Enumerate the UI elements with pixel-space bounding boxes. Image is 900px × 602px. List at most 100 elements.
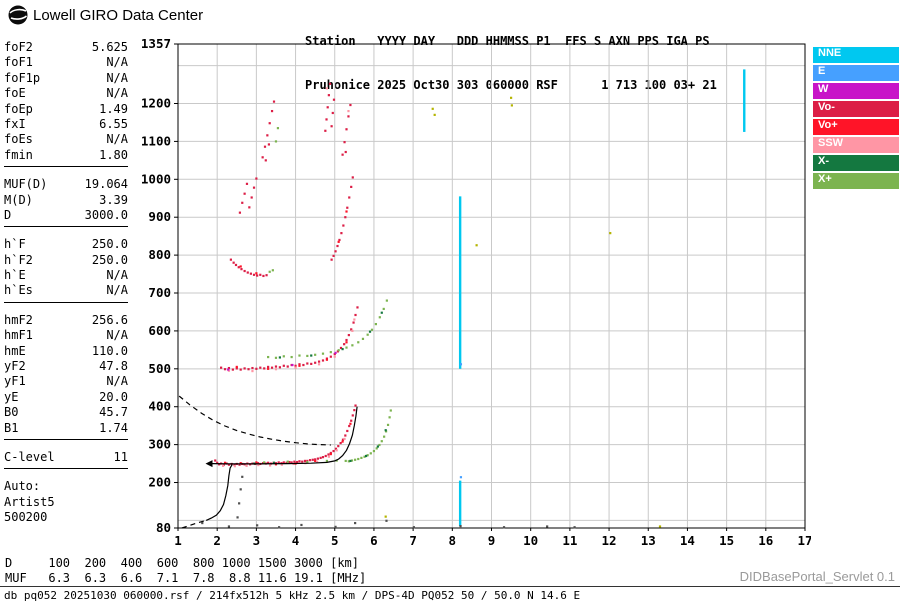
param-label: foEp — [4, 101, 33, 116]
muf-frequency-row: MUF 6.3 6.3 6.6 7.1 7.8 8.8 11.6 19.1 [M… — [5, 571, 367, 585]
x-tick-label: 11 — [562, 533, 577, 548]
param-label: hmF2 — [4, 312, 33, 327]
rfi-line — [458, 480, 462, 527]
divider — [4, 438, 128, 440]
param-row: foE N/A — [4, 86, 128, 101]
series-o-echo-multiples — [229, 82, 354, 278]
x-tick-label: 1 — [174, 533, 182, 548]
param-value: 6.55 — [99, 116, 128, 131]
param-value: 45.7 — [99, 405, 128, 420]
ionogram-chart: 1357 1200 1100 1000 900 800 700 600 500 400 300 200… — [135, 36, 813, 553]
x-tick-label: 17 — [797, 533, 811, 548]
line-extrapolated-trace — [178, 395, 331, 446]
doppler-legend: NNE E W Vo- Vo+ SSW X- X+ — [813, 47, 899, 191]
station-header-values: Pruhonice 2025 Oct30 303 060000 RSF 1 71… — [305, 77, 717, 92]
param-label: D — [4, 207, 12, 222]
param-row: yF2 47.8 — [4, 359, 128, 374]
y-tick-label: 80 — [156, 520, 171, 535]
ionogram-svg: 1357120011001000900800700600500400300200… — [141, 36, 813, 548]
param-value: N/A — [106, 328, 128, 343]
param-value: 5.625 — [91, 40, 128, 54]
legend-item-e: E — [813, 65, 899, 81]
param-label: h`F — [4, 237, 26, 252]
param-row: fmin 1.80 — [4, 148, 128, 163]
param-label: yE — [4, 389, 19, 404]
rfi-line — [458, 196, 462, 369]
param-row: foF2 5.625 — [4, 40, 128, 55]
param-label: foEs — [4, 132, 33, 147]
y-tick-label: 1200 — [141, 96, 171, 111]
param-value: 1.49 — [99, 101, 128, 116]
series-x-echo-2nd-hop — [267, 127, 388, 359]
param-value: 1.74 — [99, 420, 128, 435]
y-tick-label: 1000 — [141, 171, 171, 186]
param-row: yE 20.0 — [4, 390, 128, 405]
trace-start-arrow-icon — [205, 460, 213, 468]
param-row: h`F2 250.0 — [4, 253, 128, 268]
x-tick-label: 6 — [370, 533, 378, 548]
param-label: C-level — [4, 449, 55, 464]
divider — [4, 226, 128, 228]
param-label: B1 — [4, 420, 19, 435]
param-row: MUF(D) 19.064 — [4, 177, 128, 192]
param-row: h`F 250.0 — [4, 237, 128, 252]
status-divider — [0, 586, 900, 587]
param-row: foF1 N/A — [4, 55, 128, 70]
param-value: 20.0 — [99, 389, 128, 404]
legend-item-x: X+ — [813, 173, 899, 189]
param-label: hmF1 — [4, 328, 33, 343]
param-value: N/A — [106, 86, 128, 101]
param-label: MUF(D) — [4, 177, 48, 192]
param-value: 110.0 — [91, 343, 128, 358]
param-row: foEs N/A — [4, 132, 128, 147]
x-tick-label: 12 — [602, 533, 617, 548]
param-value: N/A — [106, 283, 128, 298]
param-label: foF1 — [4, 55, 33, 70]
series-w-echoes — [227, 351, 337, 371]
legend-item-x: X- — [813, 155, 899, 171]
param-value: 11 — [113, 449, 128, 464]
param-value: 1.80 — [99, 147, 128, 162]
giro-logo — [6, 3, 30, 31]
param-value: 3000.0 — [84, 207, 128, 222]
legend-item-nne: NNE — [813, 47, 899, 63]
divider — [4, 301, 128, 303]
param-value: N/A — [106, 374, 128, 389]
y-tick-label: 700 — [148, 285, 171, 300]
x-tick-label: 16 — [758, 533, 773, 548]
legend-item-w: W — [813, 83, 899, 99]
x-tick-label: 9 — [488, 533, 496, 548]
series-noise-specks — [384, 96, 662, 528]
y-tick-label: 600 — [148, 323, 171, 338]
divider — [4, 166, 128, 168]
x-tick-label: 15 — [719, 533, 734, 548]
y-tick-label: 1100 — [141, 133, 171, 148]
legend-item-vo: Vo- — [813, 101, 899, 117]
y-tick-label: 800 — [148, 247, 171, 262]
x-tick-label: 4 — [292, 533, 300, 548]
x-tick-label: 8 — [449, 533, 457, 548]
line-true-height-profile — [205, 464, 233, 521]
auto-info-line: Artist5 — [4, 494, 55, 509]
param-row: B0 45.7 — [4, 405, 128, 420]
line-artist-o-trace — [212, 406, 358, 465]
servlet-version: DIDBasePortal_Servlet 0.1 — [739, 569, 895, 584]
y-tick-label: 1357 — [141, 38, 171, 51]
param-value: 3.39 — [99, 192, 128, 207]
series-o-echo-red-sprinkles — [223, 210, 352, 466]
param-label: h`E — [4, 268, 26, 283]
x-tick-label: 2 — [213, 533, 221, 548]
param-row: hmF1 N/A — [4, 328, 128, 343]
param-label: yF2 — [4, 359, 26, 374]
y-tick-label: 900 — [148, 209, 171, 224]
legend-item-ssw: SSW — [813, 137, 899, 153]
param-label: hmE — [4, 343, 26, 358]
param-row: h`Es N/A — [4, 283, 128, 298]
divider — [4, 468, 128, 470]
param-value: N/A — [106, 132, 128, 147]
series-o-echo-2nd-hop — [220, 306, 359, 371]
param-value: 19.064 — [84, 177, 128, 192]
x-tick-label: 7 — [409, 533, 417, 548]
param-value: N/A — [106, 55, 128, 70]
param-row: fxI 6.55 — [4, 117, 128, 132]
